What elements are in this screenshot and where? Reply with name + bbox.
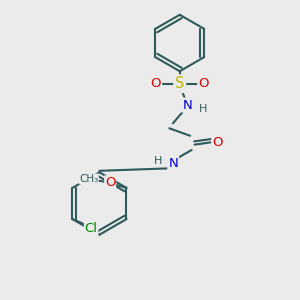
Text: O: O [105, 176, 116, 189]
Text: Cl: Cl [85, 222, 98, 235]
Text: CH₃: CH₃ [79, 174, 98, 184]
Text: N: N [182, 99, 192, 112]
Text: S: S [175, 76, 184, 91]
Text: O: O [198, 77, 209, 90]
Text: O: O [212, 136, 223, 149]
Text: H: H [198, 104, 207, 114]
Text: N: N [168, 157, 178, 169]
Text: O: O [151, 77, 161, 90]
Text: H: H [154, 156, 162, 166]
